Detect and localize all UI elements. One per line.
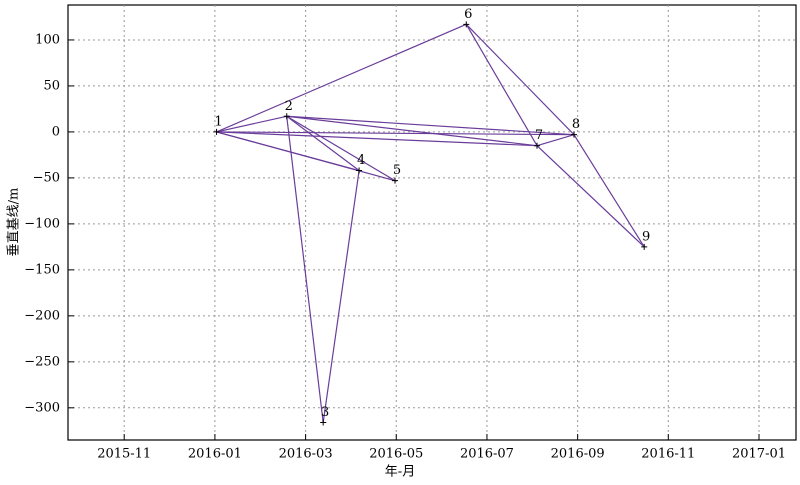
edge — [536, 145, 645, 248]
x-tick-label: 2015-11 — [97, 447, 151, 462]
x-tick-label: 2016-07 — [460, 447, 514, 462]
edge — [216, 131, 538, 147]
node-marker — [463, 21, 470, 28]
edge — [286, 115, 575, 136]
node-marker — [571, 131, 578, 138]
x-tick-label: 2016-05 — [369, 447, 423, 462]
node-marker — [283, 113, 290, 120]
node-marker — [356, 167, 363, 174]
node-label: 9 — [642, 229, 650, 244]
node-label: 8 — [572, 117, 580, 132]
y-tick-label: 50 — [43, 78, 60, 93]
edge — [216, 131, 575, 136]
y-tick-label: −250 — [24, 354, 60, 369]
edge — [322, 170, 360, 423]
y-tick-label: 100 — [35, 32, 60, 47]
edge — [536, 134, 575, 147]
edge — [286, 115, 538, 147]
y-tick-label: −50 — [33, 170, 60, 185]
x-tick-label: 2016-01 — [188, 447, 242, 462]
x-tick-label: 2016-03 — [279, 447, 333, 462]
node-marker — [534, 142, 541, 149]
x-tick-label: 2016-11 — [641, 447, 695, 462]
edge — [286, 115, 396, 182]
y-tick-label: −200 — [24, 308, 60, 323]
node-marker — [641, 243, 648, 250]
node-label: 7 — [535, 128, 543, 143]
y-tick-label: −150 — [24, 262, 60, 277]
y-tick-label: −100 — [24, 216, 60, 231]
edge — [573, 134, 645, 248]
y-tick-label: 0 — [52, 124, 60, 139]
edge — [286, 115, 360, 172]
edge — [216, 23, 467, 133]
x-tick-label: 2017-01 — [732, 447, 786, 462]
node-marker — [320, 419, 327, 426]
node-label: 6 — [464, 7, 472, 22]
edge — [216, 131, 396, 182]
x-axis-label: 年-月 — [385, 465, 415, 480]
y-tick-label: −300 — [24, 400, 60, 415]
edge — [465, 24, 538, 147]
node-marker — [213, 128, 220, 135]
node-label: 5 — [393, 163, 401, 178]
node-label: 2 — [285, 99, 293, 114]
node-marker — [392, 177, 399, 184]
y-axis-label: 垂直基线/m — [7, 188, 22, 257]
plot-frame — [67, 4, 797, 441]
edge — [465, 23, 575, 136]
node-label: 4 — [357, 153, 365, 168]
node-label: 3 — [321, 405, 329, 420]
node-label: 1 — [214, 114, 222, 129]
edge — [216, 115, 287, 133]
edge — [286, 116, 324, 423]
x-tick-label: 2016-09 — [551, 447, 605, 462]
